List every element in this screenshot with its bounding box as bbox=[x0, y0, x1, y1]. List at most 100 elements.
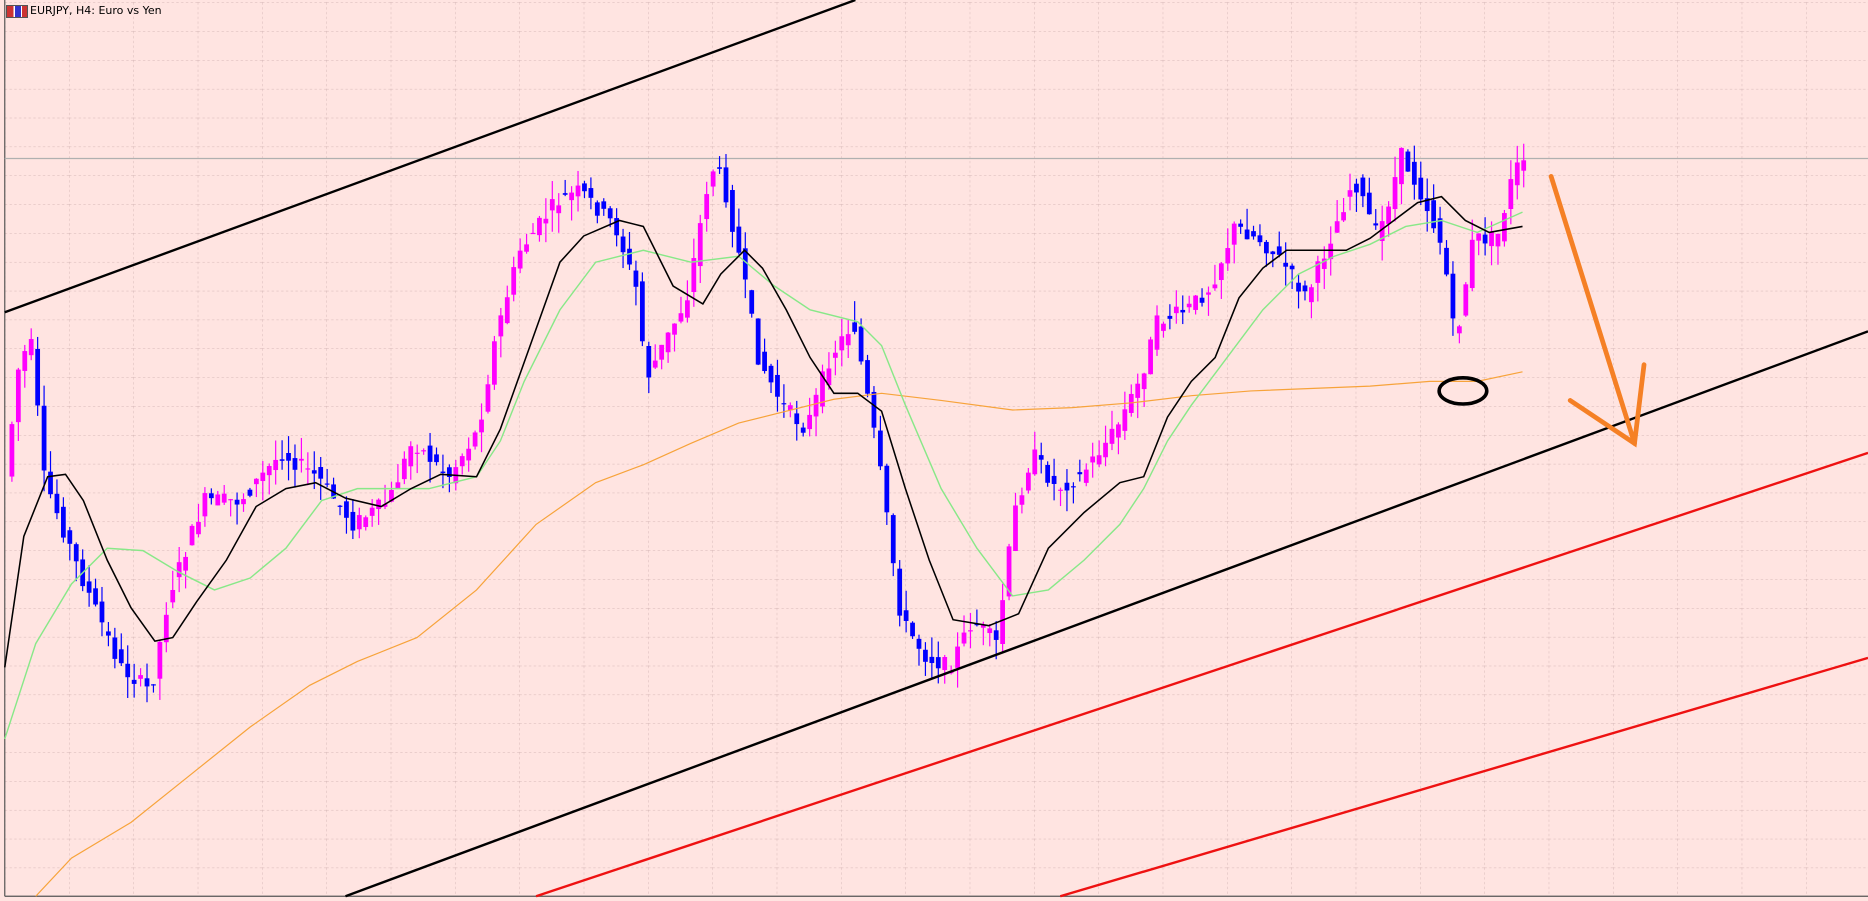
candle-body bbox=[1495, 233, 1501, 247]
candle-body bbox=[1399, 147, 1404, 185]
candle-body bbox=[1231, 223, 1237, 245]
candle-body bbox=[1006, 546, 1012, 597]
candle-body bbox=[1148, 339, 1153, 375]
candle-body bbox=[9, 424, 15, 477]
candle-body bbox=[1167, 315, 1173, 319]
candle-body bbox=[614, 218, 620, 236]
candle-body bbox=[832, 352, 838, 358]
candle-body bbox=[202, 493, 208, 517]
candle-body bbox=[607, 208, 613, 219]
candle-body bbox=[93, 588, 98, 605]
candle-body bbox=[86, 581, 92, 593]
candle-body bbox=[498, 315, 504, 337]
candle-body bbox=[446, 467, 452, 478]
candle-body bbox=[305, 468, 311, 470]
candle-body bbox=[517, 250, 523, 269]
candle-body bbox=[742, 248, 748, 280]
candle-body bbox=[672, 323, 677, 335]
candle-body bbox=[1386, 206, 1391, 224]
candle-body bbox=[781, 403, 787, 405]
candle-body bbox=[1450, 273, 1456, 319]
candle-body bbox=[299, 458, 304, 461]
medium-ma bbox=[4, 211, 1523, 740]
candle-body bbox=[35, 348, 41, 406]
candle-body bbox=[1238, 223, 1244, 227]
candle-body bbox=[594, 202, 600, 216]
candle-body bbox=[775, 374, 780, 397]
candle-body bbox=[112, 637, 118, 659]
chart-icon bbox=[6, 5, 28, 18]
candle-body bbox=[916, 638, 922, 649]
candle-body bbox=[1257, 235, 1263, 243]
candle-body bbox=[697, 223, 703, 267]
candle-body bbox=[215, 494, 221, 506]
candle-body bbox=[562, 193, 568, 195]
candle-body bbox=[1025, 472, 1031, 491]
candle-body bbox=[196, 521, 201, 535]
candle-body bbox=[717, 167, 722, 169]
candle-body bbox=[414, 452, 420, 454]
candle-body bbox=[189, 525, 195, 546]
candle-body bbox=[208, 493, 214, 499]
candle-body bbox=[852, 322, 858, 332]
candle-body bbox=[569, 192, 574, 201]
candle-body bbox=[543, 218, 549, 224]
candle-body bbox=[48, 471, 53, 495]
candle-body bbox=[376, 499, 381, 510]
candle-body bbox=[813, 394, 819, 417]
candle-body bbox=[627, 248, 632, 265]
candle-body bbox=[588, 188, 594, 198]
candle-body bbox=[401, 458, 407, 480]
candle-body bbox=[292, 458, 298, 470]
candle-body bbox=[1154, 315, 1160, 350]
candle-body bbox=[389, 489, 394, 502]
candle-body bbox=[1411, 161, 1417, 185]
candle-body bbox=[897, 568, 903, 616]
candle-body bbox=[762, 351, 767, 372]
channel-red-2 bbox=[1059, 656, 1868, 898]
candle-body bbox=[1096, 455, 1102, 465]
candle-body bbox=[286, 453, 291, 461]
candle-body bbox=[1521, 160, 1527, 171]
candle-body bbox=[601, 201, 607, 209]
candle-body bbox=[807, 414, 813, 430]
candle-body bbox=[1424, 198, 1430, 212]
candle-body bbox=[1341, 212, 1346, 221]
candle-body bbox=[151, 684, 156, 686]
candle-body bbox=[350, 511, 356, 531]
candle-body bbox=[524, 244, 529, 252]
candle-body bbox=[1135, 383, 1141, 398]
candle-body bbox=[839, 336, 845, 351]
candle-body bbox=[434, 454, 439, 463]
candle-body bbox=[1116, 424, 1121, 438]
candle-body bbox=[247, 489, 253, 496]
candle-body bbox=[1360, 177, 1366, 197]
candle-body bbox=[408, 446, 414, 467]
candle-body bbox=[1334, 221, 1340, 233]
candle-body bbox=[485, 384, 491, 412]
candle-body bbox=[253, 478, 259, 485]
candle-body bbox=[1199, 297, 1205, 303]
candle-body bbox=[60, 506, 66, 538]
candle-body bbox=[1296, 282, 1301, 292]
candle-body bbox=[421, 450, 427, 452]
candle-body bbox=[993, 630, 999, 640]
candle-body bbox=[28, 339, 34, 356]
candle-body bbox=[337, 505, 343, 507]
candle-body bbox=[1263, 241, 1269, 254]
candle-body bbox=[1289, 265, 1295, 270]
candle-body bbox=[1502, 213, 1507, 242]
candle-body bbox=[1476, 233, 1482, 241]
candle-body bbox=[492, 341, 497, 385]
candle-body bbox=[955, 646, 960, 668]
candle-body bbox=[1482, 234, 1488, 244]
candle-body bbox=[1032, 449, 1038, 475]
candle-body bbox=[241, 499, 246, 505]
candle-body bbox=[1437, 218, 1443, 243]
candle-body bbox=[221, 493, 227, 503]
candle-body bbox=[1045, 464, 1051, 483]
candle-body bbox=[131, 679, 137, 684]
candle-body bbox=[1373, 223, 1379, 226]
candle-body bbox=[691, 258, 697, 293]
candle-body bbox=[99, 601, 105, 623]
